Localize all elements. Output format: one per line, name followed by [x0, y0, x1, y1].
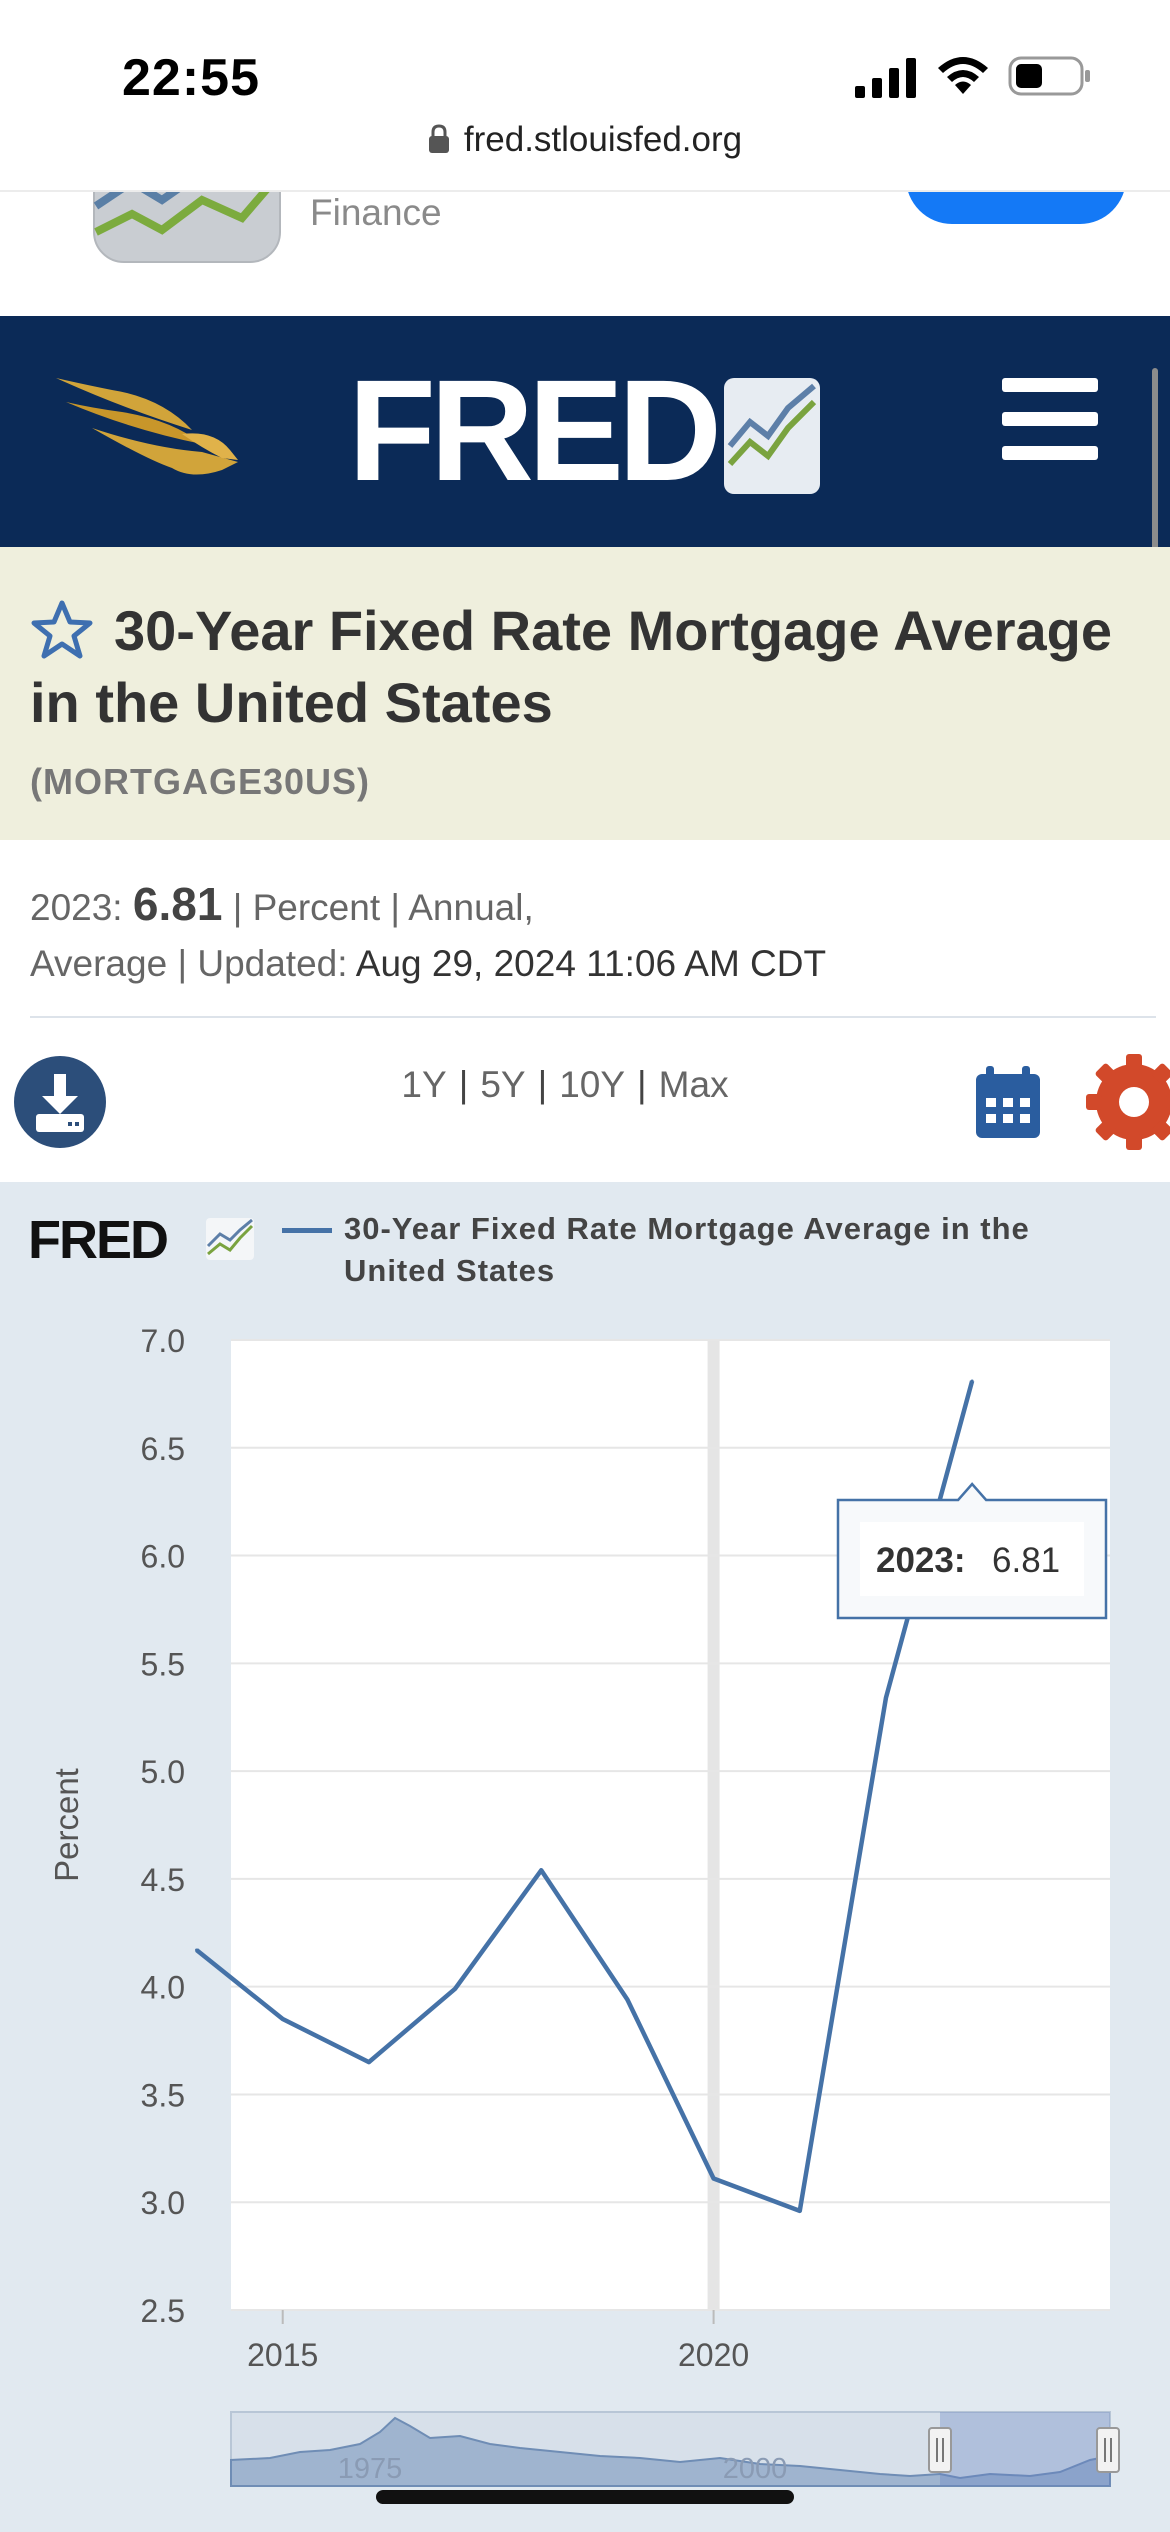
cellular-signal-icon	[855, 58, 916, 98]
series-point	[195, 1948, 199, 1952]
y-tick-label: 3.5	[141, 2077, 185, 2113]
meta-units: Percent	[252, 887, 381, 928]
chart-fred-logo: FRED	[28, 1210, 254, 1266]
url-text: fred.stlouisfed.org	[463, 120, 743, 159]
download-button[interactable]	[14, 1056, 106, 1148]
navigator-series-area	[230, 2416, 1111, 2487]
app-banner: Finance	[0, 192, 1170, 316]
download-icon	[36, 1074, 84, 1132]
range-link-max[interactable]: Max	[658, 1064, 729, 1105]
range-link-5y[interactable]: 5Y	[480, 1064, 526, 1105]
meta-divider	[30, 1016, 1156, 1018]
navigator-handle[interactable]	[1096, 2427, 1120, 2473]
series-point	[281, 2017, 285, 2021]
y-axis-label: Percent	[48, 1768, 85, 1882]
series-point	[798, 2209, 802, 2213]
fred-logo[interactable]: FRED	[348, 368, 822, 498]
y-tick-label: 7.0	[141, 1323, 185, 1359]
series-point	[539, 1868, 543, 1872]
lock-icon	[428, 124, 449, 153]
series-point	[712, 2177, 716, 2181]
series-meta: 2023: 6.81 | Percent | Annual, Average |…	[30, 878, 827, 984]
navigator-handle[interactable]	[928, 2427, 952, 2473]
url-bar[interactable]: fred.stlouisfed.org	[0, 120, 1170, 160]
recession-shading	[707, 1340, 720, 2310]
series-point	[970, 1379, 974, 1383]
meta-aggregation: Average	[30, 943, 168, 984]
date-range-links: 1Y | 5Y | 10Y | Max	[401, 1064, 729, 1105]
x-tick-label: 2020	[678, 2337, 749, 2373]
series-title-section: 30-Year Fixed Rate Mortgage Average in t…	[0, 547, 1170, 840]
y-tick-label: 4.5	[141, 1862, 185, 1898]
series-point	[625, 1998, 629, 2002]
series-id: (MORTGAGE30US)	[30, 761, 371, 802]
calendar-icon[interactable]	[974, 1064, 1042, 1140]
tooltip-value: 6.81	[992, 1541, 1060, 1580]
site-header: FRED	[0, 316, 1170, 547]
home-indicator	[376, 2490, 794, 2504]
meta-updated-label: Updated:	[197, 943, 348, 984]
navigator-selection	[940, 2412, 1110, 2486]
range-link-1y[interactable]: 1Y	[401, 1064, 447, 1105]
y-tick-label: 5.0	[141, 1754, 185, 1790]
tooltip-label: 2023:	[876, 1541, 966, 1580]
series-line	[195, 1380, 975, 2214]
app-get-button[interactable]	[906, 192, 1126, 224]
legend-swatch	[282, 1228, 332, 1233]
y-tick-label: 2.5	[141, 2293, 185, 2329]
menu-hamburger-icon[interactable]	[1002, 378, 1098, 464]
range-link-10y[interactable]: 10Y	[559, 1064, 626, 1105]
y-tick-label: 6.5	[141, 1431, 185, 1467]
meta-updated-value: Aug 29, 2024 11:06 AM CDT	[355, 943, 827, 984]
eagle-logo-icon[interactable]	[52, 368, 242, 488]
battery-icon	[1008, 56, 1090, 96]
svg-text:FRED: FRED	[348, 368, 716, 498]
series-point	[884, 1696, 888, 1700]
navigator-tick-label: 2000	[723, 2453, 788, 2485]
y-tick-label: 4.0	[141, 1970, 185, 2006]
app-category-label: Finance	[310, 192, 442, 233]
plot-area	[231, 1340, 1110, 2310]
tooltip-inner	[860, 1522, 1084, 1596]
status-time: 22:55	[122, 49, 260, 107]
meta-year-label: 2023:	[30, 887, 123, 928]
svg-text:FRED: FRED	[28, 1210, 167, 1266]
wifi-icon	[938, 57, 988, 94]
series-point	[453, 1987, 457, 1991]
y-tick-label: 6.0	[141, 1539, 185, 1575]
app-icon[interactable]	[92, 192, 282, 264]
y-tick-label: 3.0	[141, 2185, 185, 2221]
settings-gear-icon[interactable]	[1086, 1054, 1170, 1150]
status-bar: 22:55 fred.stlouisfed.org	[0, 0, 1170, 159]
meta-frequency: Annual,	[408, 887, 534, 928]
browser-divider	[0, 190, 1170, 192]
favorite-star-icon[interactable]	[30, 599, 94, 661]
series-point	[367, 2060, 371, 2064]
navigator-tick-label: 1975	[338, 2453, 403, 2485]
series-title: 30-Year Fixed Rate Mortgage Average in t…	[30, 599, 1113, 734]
y-tick-label: 5.5	[141, 1646, 185, 1682]
x-tick-label: 2015	[247, 2337, 318, 2373]
meta-latest-value: 6.81	[132, 878, 223, 930]
legend-series-label: 30-Year Fixed Rate Mortgage Average in t…	[344, 1211, 1030, 1288]
